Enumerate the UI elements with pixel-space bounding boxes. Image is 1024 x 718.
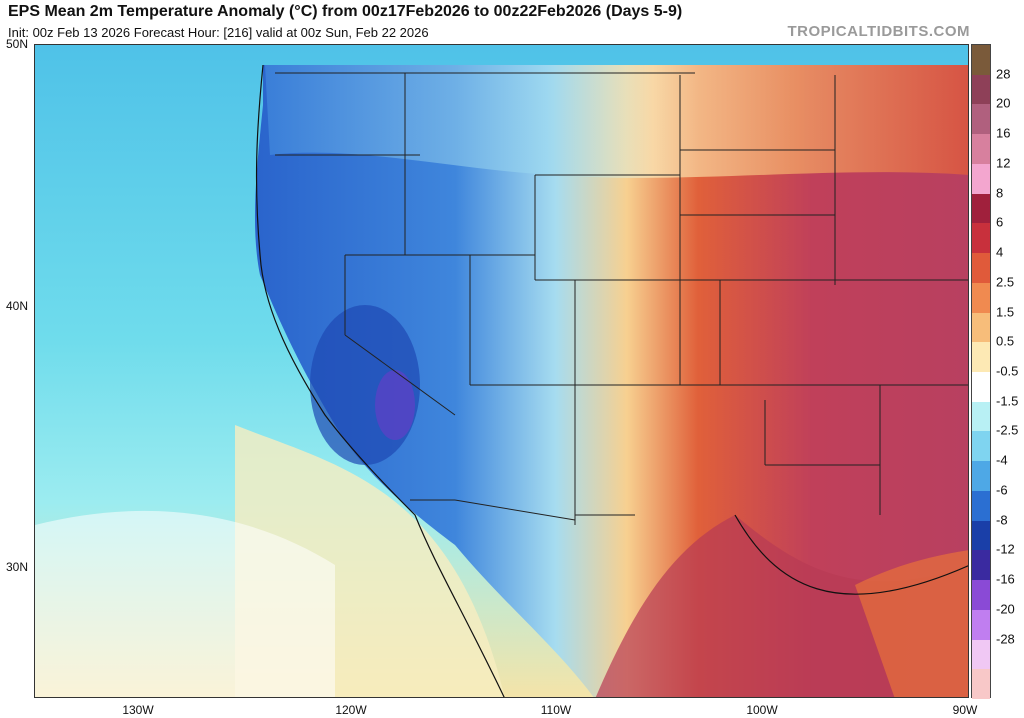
colorbar-tick-label: 8	[996, 185, 1004, 201]
colorbar-legend	[971, 44, 991, 700]
colorbar-swatch	[972, 45, 990, 75]
colorbar-tick-label: -0.5	[996, 363, 1019, 379]
colorbar-tick-label: 20	[996, 95, 1011, 111]
colorbar-swatch	[972, 609, 990, 640]
map-subtitle: Init: 00z Feb 13 2026 Forecast Hour: [21…	[8, 25, 429, 40]
brand-watermark: TROPICALTIDBITS.COM	[787, 23, 970, 40]
colorbar-swatch	[972, 550, 990, 581]
colorbar-swatch	[972, 134, 990, 165]
colorbar-tick-label: -1.5	[996, 393, 1019, 409]
lon-label-100w: 100W	[746, 703, 778, 717]
colorbar-swatch	[972, 193, 990, 224]
colorbar-swatch	[972, 342, 990, 373]
colorbar-tick-label: 12	[996, 155, 1011, 171]
colorbar-tick-label: -12	[996, 541, 1015, 557]
map-canvas	[35, 45, 968, 697]
lon-label-110w: 110W	[540, 703, 572, 717]
colorbar-tick-label: -8	[996, 512, 1008, 528]
colorbar-tick-label: -4	[996, 452, 1008, 468]
land-field	[254, 65, 968, 697]
lon-label-130w: 130W	[122, 703, 154, 717]
colorbar-swatch	[972, 461, 990, 492]
colorbar-swatch	[972, 669, 990, 700]
colorbar-tick-label: -2.5	[996, 422, 1019, 438]
lon-label-90w: 90W	[952, 703, 978, 717]
state-borders	[275, 72, 968, 525]
colorbar-swatch	[972, 312, 990, 343]
colorbar-swatch	[972, 74, 990, 105]
lat-label-30n: 30N	[5, 560, 28, 574]
gulf-coastline	[734, 514, 968, 595]
map-title: EPS Mean 2m Temperature Anomaly (°C) fro…	[8, 3, 683, 20]
colorbar-swatch	[972, 253, 990, 284]
colorbar-tick-label: 28	[996, 66, 1011, 82]
colorbar-tick-label: 0.5	[996, 333, 1015, 349]
gulf-warm-region	[855, 550, 968, 697]
colorbar-tick-label: 6	[996, 214, 1004, 230]
colorbar-swatch	[972, 372, 990, 402]
colorbar-swatch	[972, 401, 990, 432]
colorbar-tick-label: -20	[996, 601, 1015, 617]
lat-label-40n: 40N	[5, 299, 28, 313]
colorbar-swatch	[972, 163, 990, 194]
colorbar-tick-label: 16	[996, 125, 1011, 141]
colorbar-swatch	[972, 580, 990, 611]
coastline	[255, 64, 505, 697]
coldest-core	[375, 370, 415, 440]
colorbar-swatch	[972, 490, 990, 521]
colorbar-swatch	[972, 282, 990, 313]
colorbar-swatch	[972, 223, 990, 254]
colorbar-swatch	[972, 431, 990, 462]
colorbar-tick-label: 2.5	[996, 274, 1015, 290]
colorbar-tick-label: -28	[996, 631, 1015, 647]
colorbar-tick-label: -16	[996, 571, 1015, 587]
colorbar-tick-label: -6	[996, 482, 1008, 498]
colorbar-swatch	[972, 520, 990, 551]
lat-label-50n: 50N	[5, 37, 28, 51]
lon-label-120w: 120W	[335, 703, 367, 717]
colorbar-tick-label: 1.5	[996, 304, 1015, 320]
colorbar-swatch	[972, 104, 990, 135]
colorbar-tick-label: 4	[996, 244, 1004, 260]
ocean-neutral-patch	[35, 510, 335, 697]
southern-warm-region	[595, 515, 968, 697]
colorbar-swatch	[972, 639, 990, 670]
anomaly-map	[34, 44, 969, 698]
